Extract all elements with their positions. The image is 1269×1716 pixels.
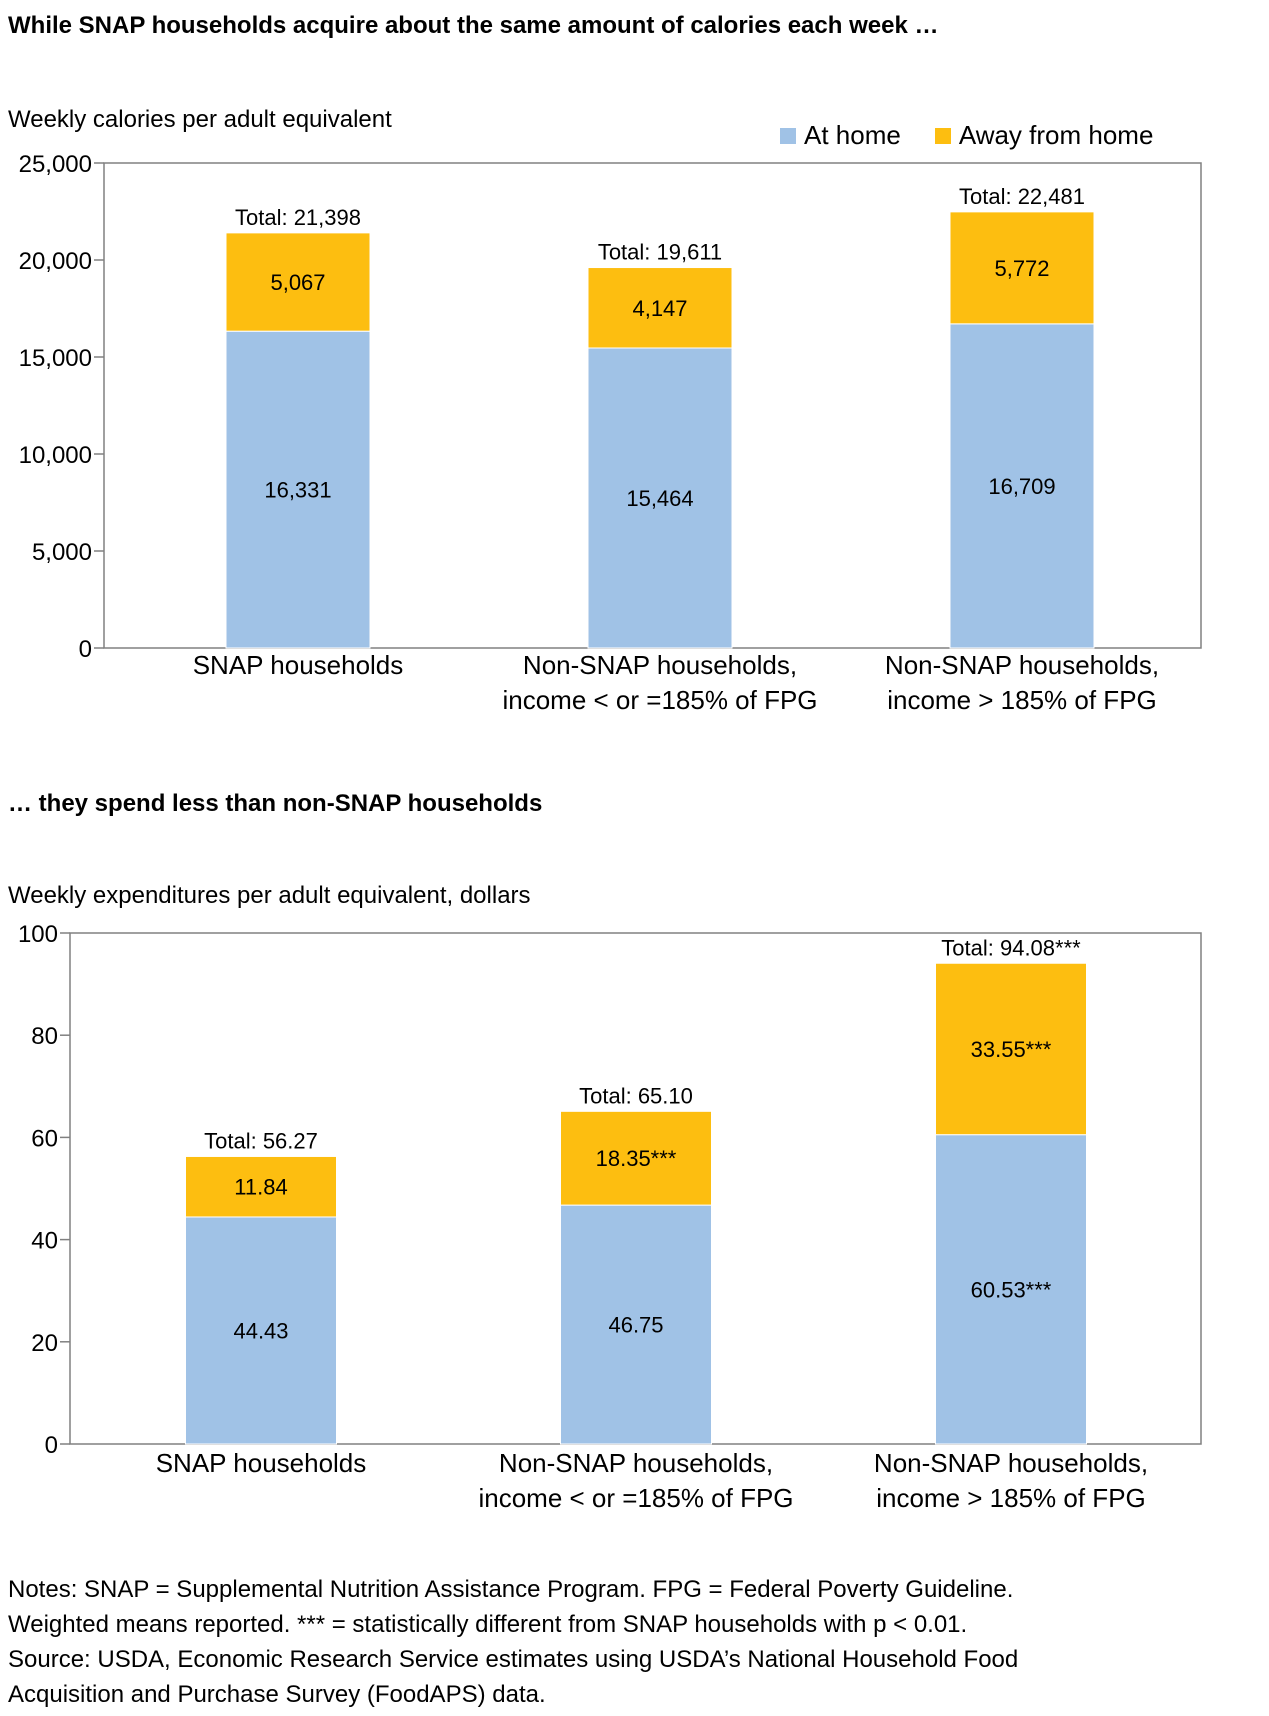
bar-value-label: 60.53***	[971, 1277, 1052, 1302]
y-tick-label: 0	[79, 636, 92, 663]
chart2-title: … they spend less than non-SNAP househol…	[8, 790, 543, 817]
x-category-label: Non-SNAP households,	[499, 1448, 773, 1478]
legend-away-label: Away from home	[958, 120, 1154, 150]
y-tick-label: 0	[45, 1432, 58, 1459]
bar-value-label: 15,464	[626, 486, 693, 511]
bar-at-home	[587, 347, 733, 649]
bar-value-label: 11.84	[234, 1175, 287, 1200]
y-tick-label: 15,000	[19, 345, 92, 372]
bar-away-from-home	[185, 1155, 337, 1218]
bar-total-label: Total: 65.10	[579, 1083, 693, 1108]
x-category-label: income < or =185% of FPG	[478, 1483, 793, 1513]
source-line: Acquisition and Purchase Survey (FoodAPS…	[8, 1681, 546, 1708]
bar-value-label: 5,067	[270, 270, 325, 295]
x-category-label: Non-SNAP households,	[874, 1448, 1148, 1478]
x-category-label: income > 185% of FPG	[876, 1483, 1146, 1513]
bar-value-label: 46.75	[608, 1313, 663, 1338]
bar-away-from-home	[560, 1110, 712, 1206]
bar-total-label: Total: 56.27	[204, 1128, 318, 1153]
x-category-label: income < or =185% of FPG	[502, 685, 817, 715]
legend-away-swatch	[934, 127, 951, 144]
bar-value-label: 44.43	[233, 1318, 288, 1343]
bar-away-from-home	[225, 232, 371, 332]
bar-at-home	[949, 323, 1095, 649]
bar-total-label: Total: 19,611	[598, 240, 722, 265]
bar-away-from-home	[587, 267, 733, 349]
chart1-legend: At home Away from home	[780, 120, 1153, 151]
bar-total-label: Total: 22,481	[959, 184, 1085, 209]
chart1-title: While SNAP households acquire about the …	[8, 12, 939, 39]
bar-value-label: 5,772	[994, 256, 1049, 281]
y-tick-label: 25,000	[19, 151, 92, 178]
y-tick-label: 100	[18, 921, 58, 948]
bar-away-from-home	[949, 211, 1095, 325]
chart2-plot: 0 20 40 60 80 100 44.43 11.84 Total: 56.27 SNAP h…	[18, 921, 1202, 1513]
bar-value-label: 16,709	[988, 474, 1055, 499]
chart1-y-axis-label: Weekly calories per adult equivalent	[8, 106, 392, 133]
bar-total-label: Total: 94.08***	[941, 935, 1081, 960]
y-tick-label: 40	[31, 1228, 58, 1255]
y-tick-label: 5,000	[32, 539, 92, 566]
bar-away-from-home	[935, 962, 1087, 1136]
bar-at-home	[185, 1216, 337, 1445]
chart2-y-axis-label: Weekly expenditures per adult equivalent…	[8, 882, 531, 909]
legend-at-home-swatch	[780, 127, 796, 144]
bar-total-label: Total: 21,398	[235, 205, 361, 230]
bar-value-label: 18.35***	[596, 1146, 677, 1171]
y-tick-label: 20	[31, 1330, 58, 1357]
x-category-label: SNAP households	[156, 1448, 367, 1478]
x-category-label: Non-SNAP households,	[523, 650, 797, 680]
chart1-plot: 0 5,000 10,000 15,000 20,000 25,000 16,331 5,06…	[19, 151, 1202, 715]
bar-at-home	[225, 330, 371, 649]
y-tick-label: 80	[31, 1023, 58, 1050]
y-tick-label: 60	[31, 1125, 58, 1152]
x-category-label: SNAP households	[193, 650, 404, 680]
y-tick-label: 20,000	[19, 248, 92, 275]
notes: Notes: SNAP = Supplemental Nutrition Ass…	[8, 1572, 1263, 1712]
notes-line: Weighted means reported. *** = statistic…	[8, 1611, 968, 1638]
bar-value-label: 33.55***	[971, 1037, 1052, 1062]
y-tick-label: 10,000	[19, 442, 92, 469]
bar-at-home	[560, 1204, 712, 1445]
x-category-label: income > 185% of FPG	[887, 685, 1157, 715]
bar-value-label: 4,147	[632, 296, 687, 321]
legend-at-home-label: At home	[804, 120, 901, 150]
notes-line: Notes: SNAP = Supplemental Nutrition Ass…	[8, 1576, 1014, 1603]
source-line: Source: USDA, Economic Research Service …	[8, 1646, 1019, 1673]
bar-at-home	[935, 1134, 1087, 1445]
x-category-label: Non-SNAP households,	[885, 650, 1159, 680]
bar-value-label: 16,331	[264, 478, 331, 503]
